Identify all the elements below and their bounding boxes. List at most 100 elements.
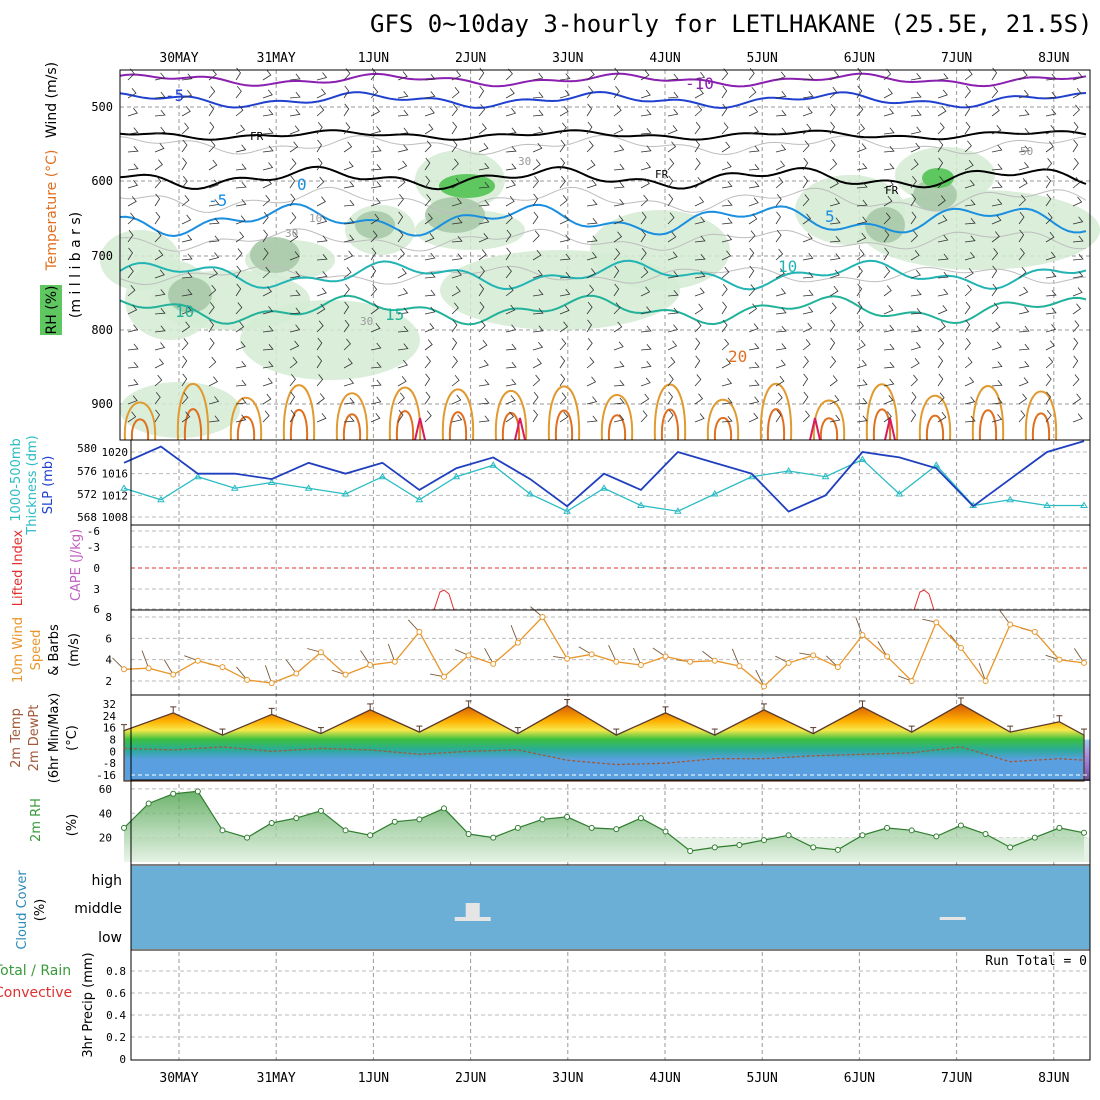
wind-barb [154,193,161,207]
pressure-tick: 600 [91,174,113,188]
wind-barb [559,195,568,207]
temp-ylabel-c: (6hr Min/Max) [47,693,62,783]
wind-barb [1072,177,1081,189]
wind-barb [343,85,350,99]
wind-barb [829,253,841,261]
wind-barb [316,88,327,99]
upper-ylabel-millibars: (m i l l i b a r s) [68,212,84,318]
wind-barb [667,340,678,351]
wind-barb [964,179,975,189]
wind-barb [991,283,998,297]
wind-barb [640,89,651,99]
wind-barb [559,411,569,423]
wind-barb [829,337,836,351]
wind-barb [937,139,944,153]
wind-barb [370,230,378,243]
wind-barb [532,142,543,153]
upper-ylabel-rh: RH (%) [44,286,60,335]
wind-barb [397,343,409,351]
wind-barb [478,320,486,333]
wind-barb [154,409,160,423]
wind-barb [883,212,891,225]
freezing-level-line-2 [119,165,1087,191]
thickness-point [673,507,682,514]
wind-barb [235,414,247,423]
thickness-point [710,490,719,497]
wind-barb [343,250,354,261]
wind-barb [478,339,488,351]
wind-barb [154,109,166,117]
cape-ylabel-b: CAPE (J/kg) [69,529,84,601]
wind-barb [235,302,243,315]
wind-barb [532,358,542,369]
wind-barb [289,141,299,153]
wind-barb [262,211,269,225]
wind-barb [397,325,409,333]
wind-barb [586,376,597,387]
wind-barb [370,86,379,99]
wind-barb [208,103,215,117]
temp-tick: 0 [109,745,116,758]
wind-barb [910,159,919,171]
wind-barb [964,160,974,171]
wind-barb [802,289,814,297]
wind-barb [235,265,242,279]
wind-speed-point [588,651,595,658]
wind-barb [370,323,381,333]
wind-barb [964,284,972,297]
wind-barb [640,109,652,117]
wind-barb [802,391,809,405]
wind-barb [640,325,652,333]
date-label-top: 7JUN [941,51,972,66]
wind-barb [235,231,245,243]
wind-barb [991,361,1003,369]
slp-tick: 1012 [102,489,129,502]
wind-barb [370,342,382,351]
wind-barb [775,307,787,315]
wind-barb [721,217,733,225]
thickness-point [895,490,904,497]
temp-contour-30 [809,417,821,441]
wind-barb [883,229,890,243]
wind-barb [1018,360,1030,369]
temp-contour-30 [414,417,426,441]
wind-barb [289,391,296,405]
wind-barb [316,374,324,387]
wind-barb [694,320,702,333]
wind-barb [748,379,760,387]
wind-barb [613,105,622,117]
thickness-point [157,495,165,503]
wind-barb [802,123,812,135]
wind-barb [1018,267,1027,279]
wind-barb [478,379,490,387]
wind-barb [208,140,216,153]
wind-barb [127,163,139,171]
wind-barb [478,301,485,315]
wind-barb [478,181,490,189]
wind-barb [1072,393,1082,405]
wind-barb [316,104,325,117]
wind-barb [721,141,731,153]
wind-barb [586,103,593,117]
wind-barb [613,321,623,333]
wind-barb [1072,287,1083,297]
thickness-point [1043,501,1051,508]
contour-label: 5 [825,207,835,226]
wind-barb [748,412,759,423]
wind-barb [208,356,217,369]
date-label-bottom: 30MAY [159,1071,198,1086]
wind-barb [154,374,163,387]
wind-barb [775,193,782,207]
wind-barb [748,213,758,225]
wind-barb [397,127,409,135]
wind-barb [613,86,620,99]
wind-barb [721,250,732,261]
wind-speed-point [957,644,964,651]
temp-contour-25 [872,408,892,441]
wind-barb [991,181,1003,189]
wind-barb [1018,161,1030,171]
wind-barb [721,301,727,315]
wind-barb [964,301,971,315]
wind-barb [856,283,863,297]
wind-barb [262,194,271,207]
